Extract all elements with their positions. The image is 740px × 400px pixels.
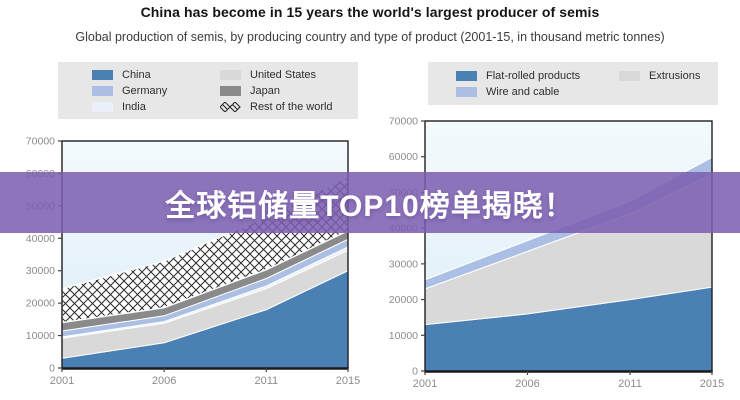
y-tick-label: 30000 — [389, 258, 418, 270]
x-tick-label: 2001 — [413, 378, 437, 390]
area-chart-by-product: 0100002000030000400005000060000700002001… — [389, 116, 724, 391]
legend-label: Wire and cable — [486, 85, 560, 98]
y-tick-label: 60000 — [389, 151, 418, 163]
color-swatch — [220, 85, 241, 96]
x-tick-label: 2011 — [618, 378, 642, 390]
legend-item-united-states: United States — [220, 69, 358, 81]
area-chart-by-country: 0100002000030000400005000060000700002001… — [26, 136, 360, 388]
legend-label: Flat-rolled products — [486, 69, 581, 82]
x-tick-label: 2006 — [152, 375, 176, 387]
chart-title: China has become in 15 years the world's… — [140, 4, 600, 20]
y-tick-label: 10000 — [389, 330, 418, 342]
promo-banner-text: 全球铝储量TOP10榜单揭晓！ — [165, 189, 575, 223]
promo-banner: 全球铝储量TOP10榜单揭晓！ — [0, 172, 740, 233]
x-tick-label: 2015 — [336, 375, 360, 387]
color-swatch — [92, 101, 113, 112]
y-tick-label: 0 — [412, 366, 418, 378]
color-swatch — [92, 69, 113, 80]
y-tick-label: 10000 — [26, 330, 55, 342]
color-swatch — [619, 70, 640, 81]
x-tick-label: 2001 — [50, 375, 74, 387]
legend-label: United States — [250, 68, 317, 81]
legend-item-india: India — [92, 101, 220, 113]
legend-label: China — [122, 68, 151, 81]
legend-label: India — [122, 100, 146, 113]
legend-countries: China United States Germany Japan India Rest … — [58, 62, 358, 119]
legend-item-rest-of-the-world: Rest of the world — [220, 101, 358, 113]
crosshatch-swatch-icon — [220, 101, 241, 112]
x-tick-label: 2011 — [254, 375, 278, 387]
color-swatch — [456, 86, 477, 97]
chart-subtitle: Global production of semis, by producing… — [75, 30, 665, 44]
y-tick-label: 0 — [49, 363, 55, 375]
legend-label: Germany — [122, 84, 168, 97]
y-tick-label: 70000 — [389, 116, 418, 128]
y-tick-label: 70000 — [26, 136, 55, 148]
y-tick-label: 20000 — [389, 294, 418, 306]
legend-item-wire-and-cable: Wire and cable — [456, 86, 619, 98]
legend-item-flat-rolled-products: Flat-rolled products — [456, 70, 619, 82]
legend-label: Rest of the world — [250, 100, 333, 113]
color-swatch — [92, 85, 113, 96]
legend-item-germany: Germany — [92, 85, 220, 97]
legend-item-extrusions: Extrusions — [619, 70, 718, 82]
legend-products: Flat-rolled products Extrusions Wire and c… — [428, 62, 718, 105]
legend-item-japan: Japan — [220, 85, 358, 97]
legend-label: Extrusions — [649, 69, 701, 82]
y-tick-label: 30000 — [26, 265, 55, 277]
legend-item-china: China — [92, 69, 220, 81]
y-tick-label: 20000 — [26, 298, 55, 310]
color-swatch — [220, 69, 241, 80]
x-tick-label: 2015 — [700, 378, 724, 390]
color-swatch — [456, 70, 477, 81]
legend-label: Japan — [250, 84, 280, 97]
x-tick-label: 2006 — [515, 378, 539, 390]
y-tick-label: 40000 — [26, 233, 55, 245]
